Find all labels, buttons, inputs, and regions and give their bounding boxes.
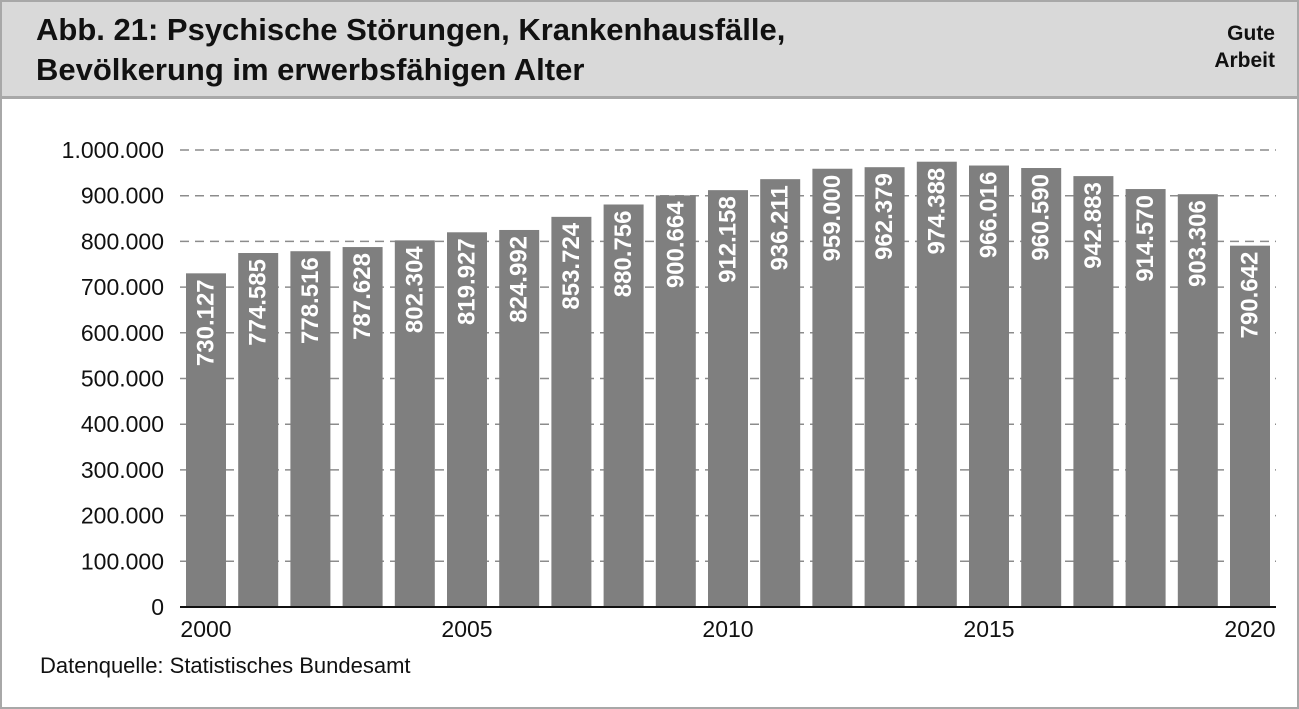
bar-data-label: 774.585 [245, 259, 272, 346]
chart-title-line-2: Bevölkerung im erwerbsfähigen Alter [36, 52, 585, 87]
x-tick-label: 2010 [702, 616, 753, 642]
y-tick-label: 1.000.000 [62, 137, 164, 163]
bar [551, 216, 592, 607]
chart-title: Abb. 21: Psychische Störungen, Krankenha… [36, 10, 785, 90]
x-tick-label: 2015 [963, 616, 1014, 642]
x-tick-label: 2005 [441, 616, 492, 642]
bar-chart: 0 100.000 200.000 300.000 400.000 500.000 600.… [62, 137, 1276, 642]
y-tick-label: 800.000 [81, 228, 164, 254]
bar-data-label: 962.379 [871, 173, 898, 260]
y-tick-label: 0 [151, 594, 164, 620]
bar-data-label: 900.664 [662, 201, 689, 288]
bar [916, 161, 957, 607]
bar-data-label: 880.756 [610, 210, 637, 297]
y-tick-label: 300.000 [81, 457, 164, 483]
x-tick-label: 2020 [1224, 616, 1275, 642]
bar [1021, 168, 1062, 607]
bar-data-label: 912.158 [715, 196, 742, 283]
bar [1125, 189, 1166, 607]
y-tick-label: 400.000 [81, 411, 164, 437]
bar [708, 190, 748, 607]
bar-data-label: 778.516 [297, 257, 324, 344]
chart-header: Abb. 21: Psychische Störungen, Krankenha… [2, 2, 1297, 99]
x-tick-label: 2000 [180, 616, 231, 642]
brand-label-line-1: Gute [1227, 22, 1275, 45]
bar-data-label: 974.388 [923, 168, 950, 255]
y-tick-label: 900.000 [81, 183, 164, 209]
chart-title-line-1: Abb. 21: Psychische Störungen, Krankenha… [36, 12, 786, 47]
y-tick-label: 700.000 [81, 274, 164, 300]
bar [969, 165, 1009, 607]
bar [447, 232, 487, 607]
bar [290, 251, 331, 607]
bar-data-label: 903.306 [1184, 200, 1211, 287]
brand-label: Gute Arbeit [1214, 20, 1275, 74]
bar-data-label: 959.000 [819, 175, 846, 262]
y-tick-label: 500.000 [81, 366, 164, 392]
bar [603, 204, 644, 607]
bar [655, 195, 696, 607]
bar-data-label: 730.127 [193, 279, 220, 366]
bar [186, 273, 226, 607]
bar [342, 247, 383, 607]
bar-data-label: 853.724 [558, 222, 585, 309]
bar-data-label: 790.642 [1237, 252, 1264, 339]
bar-data-label: 914.570 [1132, 195, 1159, 282]
bar-data-label: 966.016 [976, 172, 1003, 259]
brand-label-line-2: Arbeit [1214, 49, 1275, 72]
bar-data-label: 942.883 [1080, 182, 1107, 269]
y-tick-label: 200.000 [81, 503, 164, 529]
bar-data-label: 960.590 [1028, 174, 1055, 261]
bar [1230, 245, 1270, 607]
bar [499, 229, 540, 608]
y-tick-label: 100.000 [81, 548, 164, 574]
bar-data-label: 819.927 [454, 238, 481, 325]
bar-data-label: 936.211 [767, 185, 794, 270]
bar-data-label: 802.304 [401, 246, 428, 333]
y-tick-label: 600.000 [81, 320, 164, 346]
data-source-note: Datenquelle: Statistisches Bundesamt [40, 653, 411, 678]
bar [812, 168, 853, 607]
bar [760, 179, 801, 607]
bar-data-label: 824.992 [506, 236, 533, 323]
bar [864, 167, 905, 607]
bar [1073, 176, 1114, 607]
bar [1177, 194, 1218, 607]
bar [238, 253, 279, 607]
bar [394, 240, 435, 607]
bar-data-label: 787.628 [349, 253, 376, 340]
